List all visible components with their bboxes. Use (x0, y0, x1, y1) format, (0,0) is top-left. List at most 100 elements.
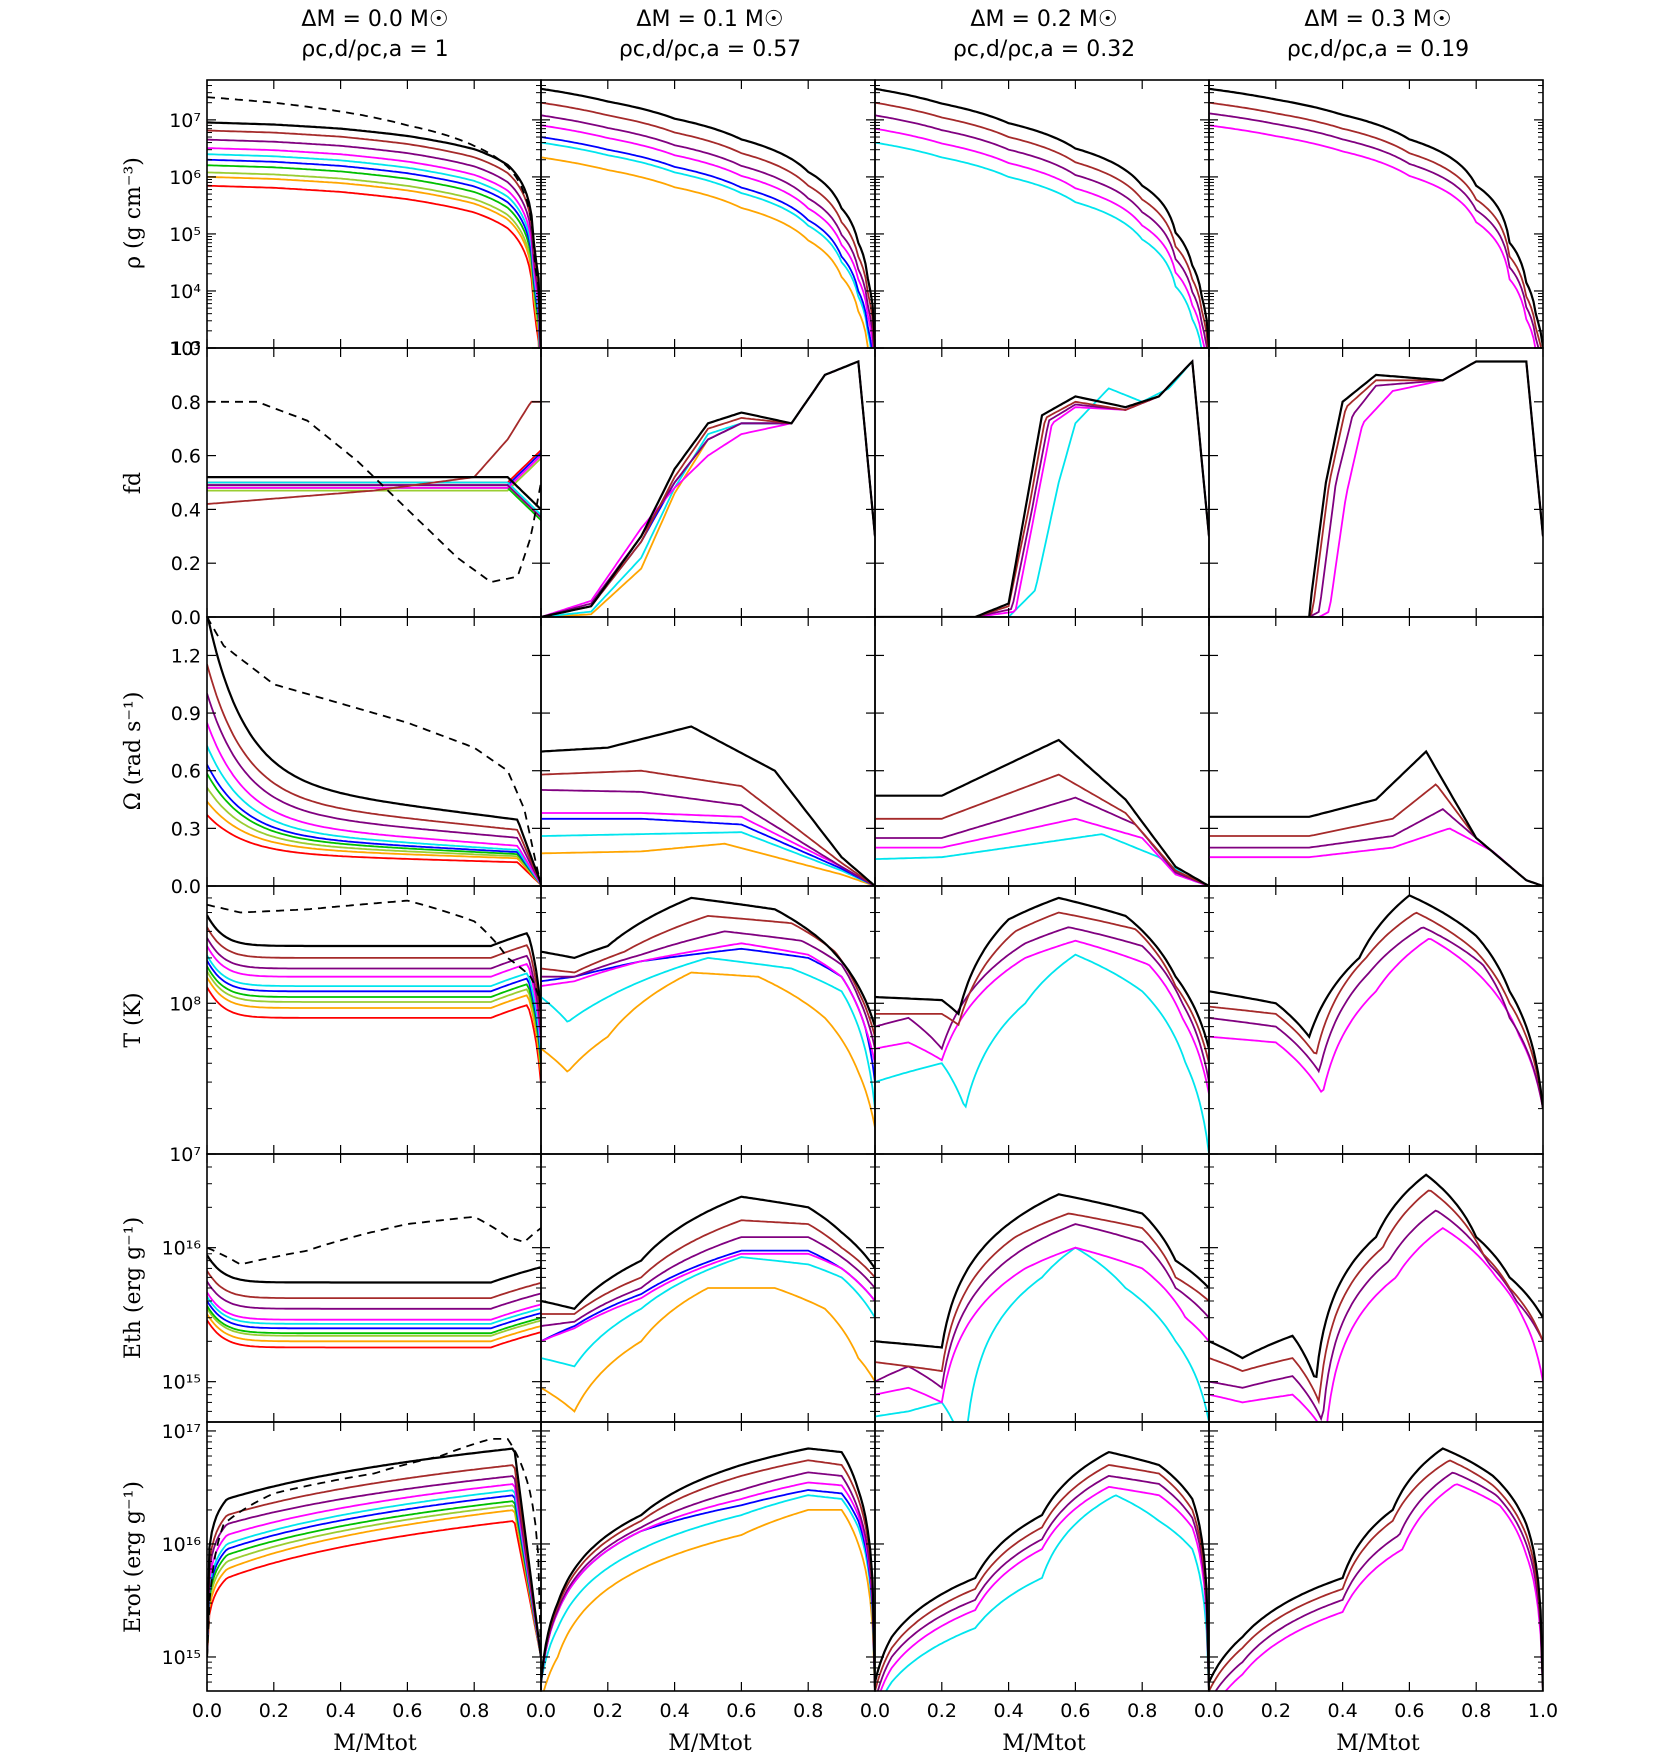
panel-fd-col2 (540, 347, 876, 618)
col-4-title-line1: ΔM = 0.3 M☉ (1304, 7, 1451, 32)
y-tick-label: 10³ (169, 338, 201, 360)
panel-erot-col2: 0.0 0.2 0.4 0.6 0.8 (526, 1421, 876, 1722)
series-line-purple (207, 1475, 541, 1658)
panel-frame (540, 885, 876, 1155)
y-tick-label: 0.9 (171, 703, 201, 725)
series-line-black (1209, 1173, 1543, 1379)
panel-frame (540, 79, 876, 349)
series-group (541, 725, 875, 886)
series-line-orange (207, 800, 541, 886)
column-titles: ΔM = 0.0 M☉ ρc,d/ρc,a = 1 ΔM = 0.1 M☉ ρc… (301, 7, 1469, 62)
series-group (1209, 1173, 1543, 1422)
series-group (207, 1438, 541, 1658)
series-line-blue (207, 1300, 541, 1330)
series-line-blue (207, 960, 541, 1058)
series-line-blue (541, 136, 873, 348)
panel-eth-col1: 10¹⁵ 10¹⁶ (162, 1153, 542, 1423)
series-group (541, 1195, 875, 1413)
series-line-purple (541, 114, 875, 348)
series-line-brown (875, 101, 1209, 348)
series-line-black (875, 1193, 1209, 1349)
series-group (1209, 1447, 1543, 1691)
x-tick-label: 0.4 (325, 1700, 355, 1722)
series-line-yellowgreen (207, 1307, 541, 1337)
series-line-purple (875, 926, 1209, 1083)
series-line-purple (1209, 926, 1543, 1109)
series-line-cyan (207, 1489, 541, 1658)
series-line-yellowgreen (207, 171, 541, 348)
series-line-red (207, 184, 540, 348)
series-line-magenta (875, 127, 1206, 348)
panel-omega-col3 (874, 616, 1210, 887)
series-line-dashed (207, 617, 541, 886)
series-line-brown (207, 926, 541, 1025)
series-line-green (207, 1305, 541, 1335)
series-line-purple (207, 937, 541, 1035)
series-line-black (1209, 1447, 1543, 1691)
series-line-purple (207, 1280, 541, 1310)
series-line-red (207, 1520, 541, 1658)
series-line-magenta (1209, 827, 1543, 886)
series-line-black (875, 738, 1209, 886)
series-line-blue (207, 764, 541, 885)
series-line-purple (207, 138, 541, 348)
series-line-purple (1214, 1471, 1543, 1691)
series-line-blue (541, 1489, 875, 1691)
series-line-purple (1209, 112, 1540, 348)
y-tick-label: 10⁴ (169, 281, 201, 303)
series-line-brown (875, 911, 1209, 1064)
y-tick-label: 0.3 (171, 818, 201, 840)
series-line-blue (541, 817, 875, 886)
x-tick-label: 0.8 (459, 1700, 489, 1722)
panel-fd-col3 (874, 347, 1210, 618)
series-line-black (541, 896, 875, 1027)
series-line-black (207, 476, 541, 511)
col-4-xlabel: M/Mtot (1336, 1731, 1420, 1756)
series-line-magenta (541, 812, 875, 886)
panel-erot-col4: 0.0 0.2 0.4 0.6 0.8 1.0 (1194, 1421, 1558, 1722)
series-line-blue (541, 1249, 875, 1343)
series-group (207, 96, 541, 348)
x-tick-label: 0.4 (1327, 1700, 1357, 1722)
panel-rho-col4 (1208, 79, 1544, 349)
panel-erot-col3: 0.0 0.2 0.4 0.6 0.8 (860, 1421, 1210, 1722)
col-3-title-line1: ΔM = 0.2 M☉ (970, 7, 1117, 32)
series-line-cyan (207, 745, 541, 885)
panel-fd-col1: 0.0 0.2 0.4 0.6 0.8 1.0 (171, 338, 542, 629)
series-line-purple (541, 1236, 875, 1327)
panel-eth-col3 (874, 1153, 1210, 1423)
series-line-brown (207, 129, 541, 348)
omega-ylabel: Ω (rad s⁻¹) (121, 692, 146, 811)
y-tick-label: 10⁷ (169, 110, 201, 132)
panel-omega-col2 (540, 616, 876, 887)
series-line-magenta (875, 1246, 1209, 1404)
series-line-black (541, 1447, 875, 1691)
series-line-orange (207, 1313, 541, 1343)
series-line-magenta (207, 945, 541, 1043)
y-tick-label: 10¹⁵ (162, 1647, 201, 1669)
col-2-xlabel: M/Mtot (668, 1731, 752, 1756)
series-line-magenta (875, 939, 1209, 1095)
y-tick-label: 0.2 (171, 553, 201, 575)
series-line-cyan (207, 481, 541, 516)
series-line-green (207, 164, 541, 348)
series-line-brown (207, 663, 541, 884)
series-line-black (541, 87, 875, 347)
y-tick-label: 1.2 (171, 645, 201, 667)
series-line-magenta (875, 359, 1209, 617)
x-axis-labels: M/Mtot M/Mtot M/Mtot M/Mtot (333, 1731, 1420, 1756)
panel-frame (874, 1421, 1210, 1692)
series-line-black (1209, 360, 1543, 617)
series-line-brown (1209, 360, 1543, 617)
col-1-title-line1: ΔM = 0.0 M☉ (301, 7, 448, 32)
series-line-purple (207, 484, 541, 519)
col-3-title-line2: ρc,d/ρc,a = 0.32 (953, 37, 1135, 62)
series-line-dashed (207, 96, 541, 348)
series-line-green (207, 487, 541, 521)
panel-frame (1208, 347, 1544, 618)
series-line-orange (207, 976, 541, 1075)
panel-omega-col1: 0.0 0.3 0.6 0.9 1.2 (171, 616, 542, 898)
y-tick-label: 1.0 (171, 338, 201, 360)
series-line-red (207, 986, 541, 1085)
